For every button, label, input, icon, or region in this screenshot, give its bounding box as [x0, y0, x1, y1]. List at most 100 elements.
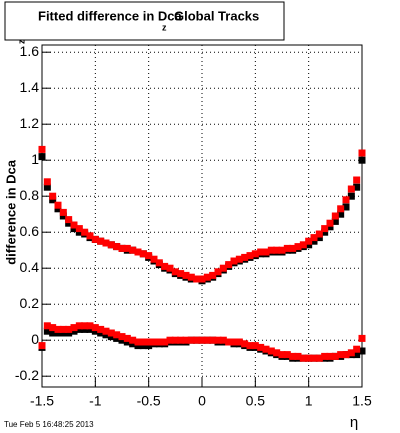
marker — [86, 325, 94, 333]
marker — [241, 253, 249, 261]
marker — [209, 271, 217, 279]
marker — [97, 329, 105, 337]
marker — [59, 325, 67, 333]
marker — [289, 244, 297, 252]
marker — [289, 352, 297, 360]
marker — [187, 336, 195, 344]
marker — [107, 329, 115, 337]
marker — [262, 248, 270, 256]
marker — [358, 334, 366, 342]
marker — [177, 336, 185, 344]
marker — [257, 248, 265, 256]
marker — [129, 246, 137, 254]
marker — [337, 210, 345, 218]
marker — [166, 336, 174, 344]
marker — [118, 336, 126, 344]
marker — [150, 338, 158, 346]
marker — [123, 244, 131, 252]
marker — [337, 351, 345, 359]
marker — [326, 219, 334, 227]
marker — [342, 351, 350, 359]
marker — [91, 324, 99, 332]
marker — [230, 338, 238, 346]
marker — [331, 217, 339, 225]
marker — [310, 234, 318, 242]
marker — [225, 338, 233, 346]
marker — [315, 354, 323, 362]
marker — [347, 192, 355, 200]
marker — [315, 230, 323, 238]
marker — [65, 329, 73, 337]
title-subscript: z — [162, 22, 167, 32]
y-tick-label: 1.4 — [20, 79, 40, 95]
marker — [75, 325, 83, 333]
x-tick-label: 0.5 — [246, 393, 266, 409]
marker — [305, 237, 313, 245]
footer: Tue Feb 5 16:48:25 2013 — [4, 420, 94, 429]
marker — [65, 325, 73, 333]
marker — [97, 237, 105, 245]
marker — [113, 331, 121, 339]
marker — [102, 327, 110, 335]
marker — [75, 228, 83, 236]
marker — [118, 244, 126, 252]
marker — [342, 196, 350, 204]
marker — [315, 234, 323, 242]
marker — [177, 270, 185, 278]
marker — [59, 208, 67, 216]
marker — [358, 156, 366, 164]
marker — [267, 347, 275, 355]
marker — [198, 275, 206, 283]
marker — [91, 235, 99, 243]
chart-title: Fitted difference in Dca — [38, 8, 183, 23]
marker — [59, 329, 67, 337]
marker — [182, 336, 190, 344]
marker — [139, 250, 147, 258]
marker — [49, 192, 57, 200]
marker — [54, 205, 62, 213]
marker — [81, 228, 89, 236]
marker — [241, 340, 249, 348]
marker — [129, 340, 137, 348]
marker — [294, 243, 302, 251]
x-tick-label: -0.5 — [137, 393, 161, 409]
x-tick-label: 1.5 — [352, 393, 372, 409]
marker — [155, 259, 163, 267]
title-suffix: Global Tracks — [174, 8, 259, 23]
marker — [283, 351, 291, 359]
marker — [214, 336, 222, 344]
marker — [145, 252, 153, 260]
marker — [102, 331, 110, 339]
marker — [118, 333, 126, 341]
marker — [123, 334, 131, 342]
marker — [203, 336, 211, 344]
marker — [203, 273, 211, 281]
marker — [273, 349, 281, 357]
marker — [182, 271, 190, 279]
x-tick-label: -1.5 — [30, 393, 54, 409]
marker — [267, 246, 275, 254]
marker — [86, 322, 94, 330]
marker — [161, 262, 169, 270]
marker — [123, 338, 131, 346]
y-tick-label: 1.2 — [20, 115, 40, 131]
marker — [166, 264, 174, 272]
marker — [321, 228, 329, 236]
marker — [70, 327, 78, 335]
marker — [326, 352, 334, 360]
y-tick-label: 0.2 — [20, 295, 40, 311]
marker — [134, 248, 142, 256]
marker — [214, 268, 222, 276]
marker — [129, 336, 137, 344]
marker — [145, 338, 153, 346]
y-tick-label: 0.8 — [20, 187, 40, 203]
y-label-subscript: z — [16, 39, 26, 44]
marker — [225, 261, 233, 269]
marker — [219, 264, 227, 272]
marker — [347, 185, 355, 193]
marker — [358, 347, 366, 355]
plot-frame — [41, 44, 363, 388]
marker — [246, 342, 254, 350]
marker — [331, 352, 339, 360]
marker — [310, 354, 318, 362]
